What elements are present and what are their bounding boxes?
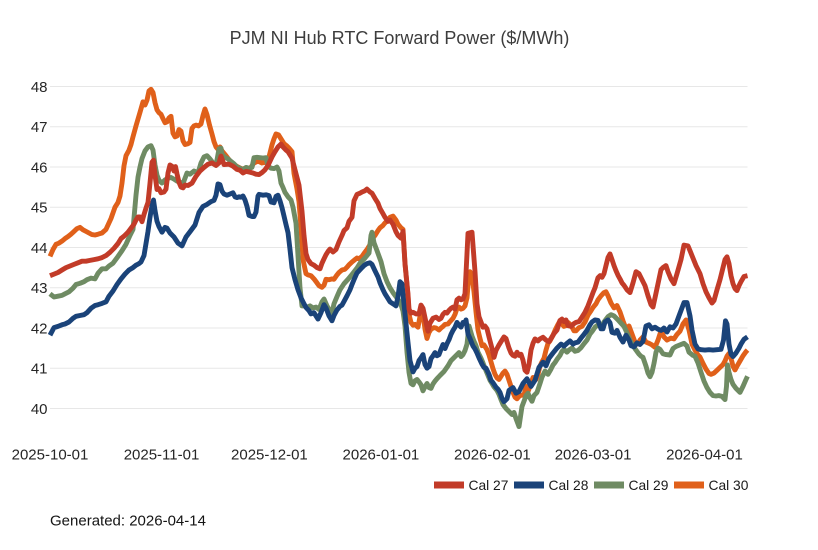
svg-text:46: 46 xyxy=(31,159,48,176)
svg-text:43: 43 xyxy=(31,280,48,297)
svg-text:Cal 30: Cal 30 xyxy=(709,478,749,493)
svg-text:41: 41 xyxy=(31,361,48,378)
svg-text:2026-01-01: 2026-01-01 xyxy=(343,447,420,464)
svg-text:Generated: 2026-04-14: Generated: 2026-04-14 xyxy=(50,513,206,530)
svg-text:2025-10-01: 2025-10-01 xyxy=(12,447,89,464)
svg-text:45: 45 xyxy=(31,200,48,217)
svg-text:2026-03-01: 2026-03-01 xyxy=(555,447,632,464)
svg-text:48: 48 xyxy=(31,79,48,96)
svg-text:2026-02-01: 2026-02-01 xyxy=(454,447,531,464)
svg-text:44: 44 xyxy=(31,240,48,257)
svg-text:PJM NI Hub RTC Forward Power (: PJM NI Hub RTC Forward Power ($/MWh) xyxy=(230,28,570,48)
svg-text:42: 42 xyxy=(31,320,48,337)
svg-text:2026-04-01: 2026-04-01 xyxy=(666,447,743,464)
svg-text:40: 40 xyxy=(31,401,48,418)
svg-text:2025-12-01: 2025-12-01 xyxy=(231,447,308,464)
svg-text:Cal 28: Cal 28 xyxy=(549,478,589,493)
svg-text:Cal 29: Cal 29 xyxy=(629,478,669,493)
svg-text:Cal 27: Cal 27 xyxy=(469,478,509,493)
svg-text:47: 47 xyxy=(31,119,48,136)
svg-text:2025-11-01: 2025-11-01 xyxy=(124,447,200,464)
